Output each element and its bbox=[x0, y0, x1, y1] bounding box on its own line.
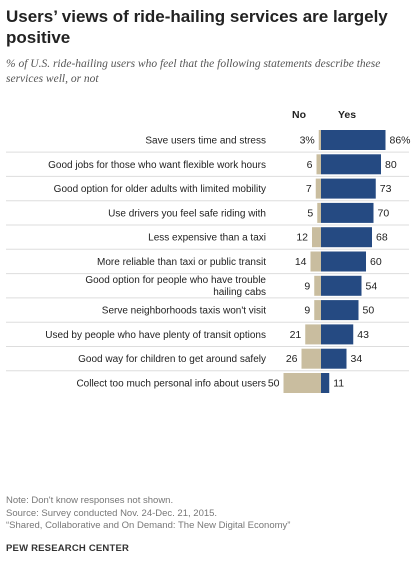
value-label-yes: 54 bbox=[366, 280, 378, 292]
bar-no bbox=[316, 154, 321, 175]
bar-no bbox=[318, 130, 321, 150]
brand-label: PEW RESEARCH CENTER bbox=[6, 543, 130, 554]
bar-no bbox=[283, 373, 321, 393]
value-label-no: 14 bbox=[295, 256, 307, 268]
value-label-no: 21 bbox=[290, 329, 302, 341]
bar-no bbox=[314, 300, 321, 321]
bar-yes bbox=[321, 227, 372, 248]
value-label-no: 50 bbox=[268, 378, 280, 390]
bar-no bbox=[305, 324, 321, 345]
value-label-yes: 68 bbox=[376, 232, 388, 244]
value-label-yes: 80 bbox=[385, 159, 397, 171]
value-label-no: 9 bbox=[304, 305, 310, 317]
bar-yes bbox=[321, 275, 362, 296]
category-label: Used by people who have plenty of transi… bbox=[45, 330, 266, 341]
source-line: Source: Survey conducted Nov. 24-Dec. 21… bbox=[6, 507, 218, 519]
bar-yes bbox=[321, 300, 359, 321]
category-label: Good jobs for those who want flexible wo… bbox=[48, 160, 266, 171]
category-label: Good option for older adults with limite… bbox=[54, 184, 266, 195]
source-notes: Note: Don't know responses not shown. So… bbox=[6, 495, 411, 533]
category-label: Collect too much personal info about use… bbox=[76, 379, 266, 390]
category-label: Serve neighborhoods taxis won't visit bbox=[102, 306, 266, 317]
bar-yes bbox=[321, 324, 354, 345]
bar-yes bbox=[321, 154, 381, 175]
value-label-no: 26 bbox=[286, 353, 298, 365]
header-yes: Yes bbox=[338, 109, 356, 121]
bar-no bbox=[310, 251, 321, 272]
value-label-yes: 73 bbox=[380, 183, 392, 195]
value-label-yes: 11 bbox=[333, 378, 344, 390]
value-label-yes: 70 bbox=[378, 207, 390, 219]
value-label-no: 7 bbox=[306, 183, 312, 195]
chart-title: Users’ views of ride-hailing services ar… bbox=[6, 7, 388, 47]
bar-yes bbox=[321, 348, 347, 369]
value-label-yes: 43 bbox=[357, 329, 369, 341]
bar-yes bbox=[321, 373, 330, 393]
category-label: More reliable than taxi or public transi… bbox=[97, 257, 266, 268]
value-label-yes: 60 bbox=[370, 256, 382, 268]
value-label-yes: 34 bbox=[351, 353, 363, 365]
bar-yes bbox=[321, 202, 374, 223]
diverging-bar-chart: No Yes Save users time and stress 3% 86% Good… bbox=[6, 109, 411, 393]
value-label-no: 6 bbox=[307, 159, 313, 171]
value-label-no: 9 bbox=[304, 280, 310, 292]
bar-yes bbox=[321, 130, 386, 150]
category-label: Save users time and stress bbox=[145, 136, 266, 147]
value-label-no: 5 bbox=[307, 207, 313, 219]
bar-no bbox=[317, 202, 321, 223]
bar-yes bbox=[321, 178, 376, 199]
header-no: No bbox=[292, 109, 306, 121]
chart-subtitle: % of U.S. ride-hailing users who feel th… bbox=[6, 58, 381, 85]
category-label: Good option for people who have trouble h… bbox=[85, 275, 266, 298]
bar-no bbox=[315, 178, 321, 199]
report-title-line: “Shared, Collaborative and On Demand: Th… bbox=[6, 520, 291, 531]
bar-no bbox=[312, 227, 321, 248]
category-label: Use drivers you feel safe riding with bbox=[108, 208, 266, 219]
category-label: Good way for children to get around safe… bbox=[78, 354, 266, 365]
note-line: Note: Don't know responses not shown. bbox=[6, 495, 174, 506]
value-label-yes: 50 bbox=[363, 305, 375, 317]
value-label-yes: 86% bbox=[390, 135, 411, 147]
value-label-no: 3% bbox=[300, 135, 315, 147]
bar-no bbox=[314, 275, 321, 296]
bar-yes bbox=[321, 251, 366, 272]
bar-no bbox=[301, 348, 321, 369]
category-label: Less expensive than a taxi bbox=[148, 233, 266, 244]
value-label-no: 12 bbox=[296, 232, 308, 244]
